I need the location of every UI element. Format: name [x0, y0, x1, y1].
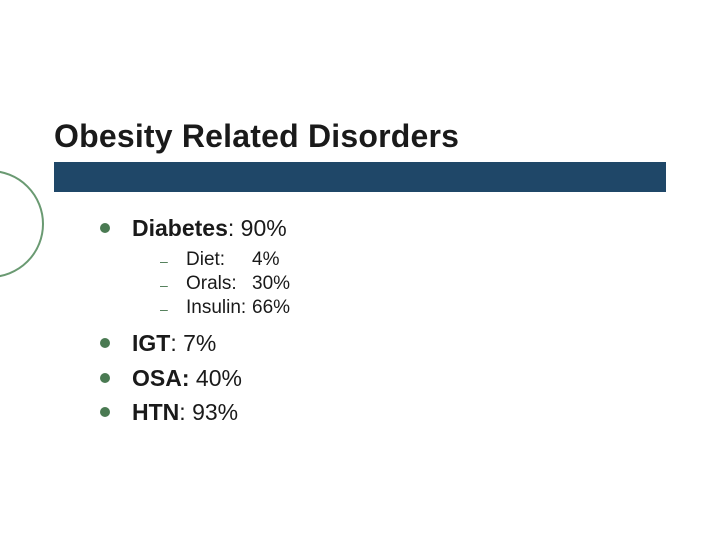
bullet-item: HTN: 93%	[100, 398, 290, 427]
bullet-item: OSA: 40%	[100, 364, 290, 393]
content-area: Diabetes: 90% – Diet: 4% – Orals: 30% – …	[100, 214, 290, 433]
sub-item: – Orals: 30%	[160, 273, 290, 295]
bullet-dot-icon	[100, 373, 110, 383]
bullet-colon: :	[179, 399, 192, 425]
sub-label: Diet:	[186, 249, 252, 271]
sublist: – Diet: 4% – Orals: 30% – Insulin: 66%	[160, 249, 290, 319]
bullet-dot-icon	[100, 223, 110, 233]
sub-value: 4%	[252, 249, 279, 271]
bullet-label: HTN	[132, 399, 179, 425]
bullet-value: 90%	[241, 215, 287, 241]
bullet-value: 40%	[196, 365, 242, 391]
bullet-value: 93%	[192, 399, 238, 425]
bullet-colon: :	[182, 365, 196, 391]
bullet-label: Diabetes	[132, 215, 228, 241]
decorative-ring	[0, 170, 44, 278]
bullet-colon: :	[170, 330, 183, 356]
sub-value: 30%	[252, 273, 290, 295]
slide-title: Obesity Related Disorders	[54, 118, 459, 155]
sub-item: – Diet: 4%	[160, 249, 290, 271]
sub-label: Orals:	[186, 273, 252, 295]
sub-value: 66%	[252, 297, 290, 319]
sub-label: Insulin:	[186, 297, 252, 319]
dash-icon: –	[160, 301, 170, 317]
bullet-text: OSA: 40%	[132, 364, 242, 393]
bullet-label: OSA	[132, 365, 182, 391]
bullet-text: IGT: 7%	[132, 329, 216, 358]
bullet-text: Diabetes: 90%	[132, 214, 287, 243]
bullet-value: 7%	[183, 330, 216, 356]
bullet-colon: :	[228, 215, 241, 241]
bullet-dot-icon	[100, 407, 110, 417]
bullet-dot-icon	[100, 338, 110, 348]
bullet-text: HTN: 93%	[132, 398, 238, 427]
dash-icon: –	[160, 253, 170, 269]
bullet-item: Diabetes: 90%	[100, 214, 290, 243]
bullet-label: IGT	[132, 330, 170, 356]
dash-icon: –	[160, 277, 170, 293]
slide: Obesity Related Disorders Diabetes: 90% …	[0, 0, 720, 540]
title-underline-bar	[54, 162, 666, 192]
sub-item: – Insulin: 66%	[160, 297, 290, 319]
bullet-item: IGT: 7%	[100, 329, 290, 358]
